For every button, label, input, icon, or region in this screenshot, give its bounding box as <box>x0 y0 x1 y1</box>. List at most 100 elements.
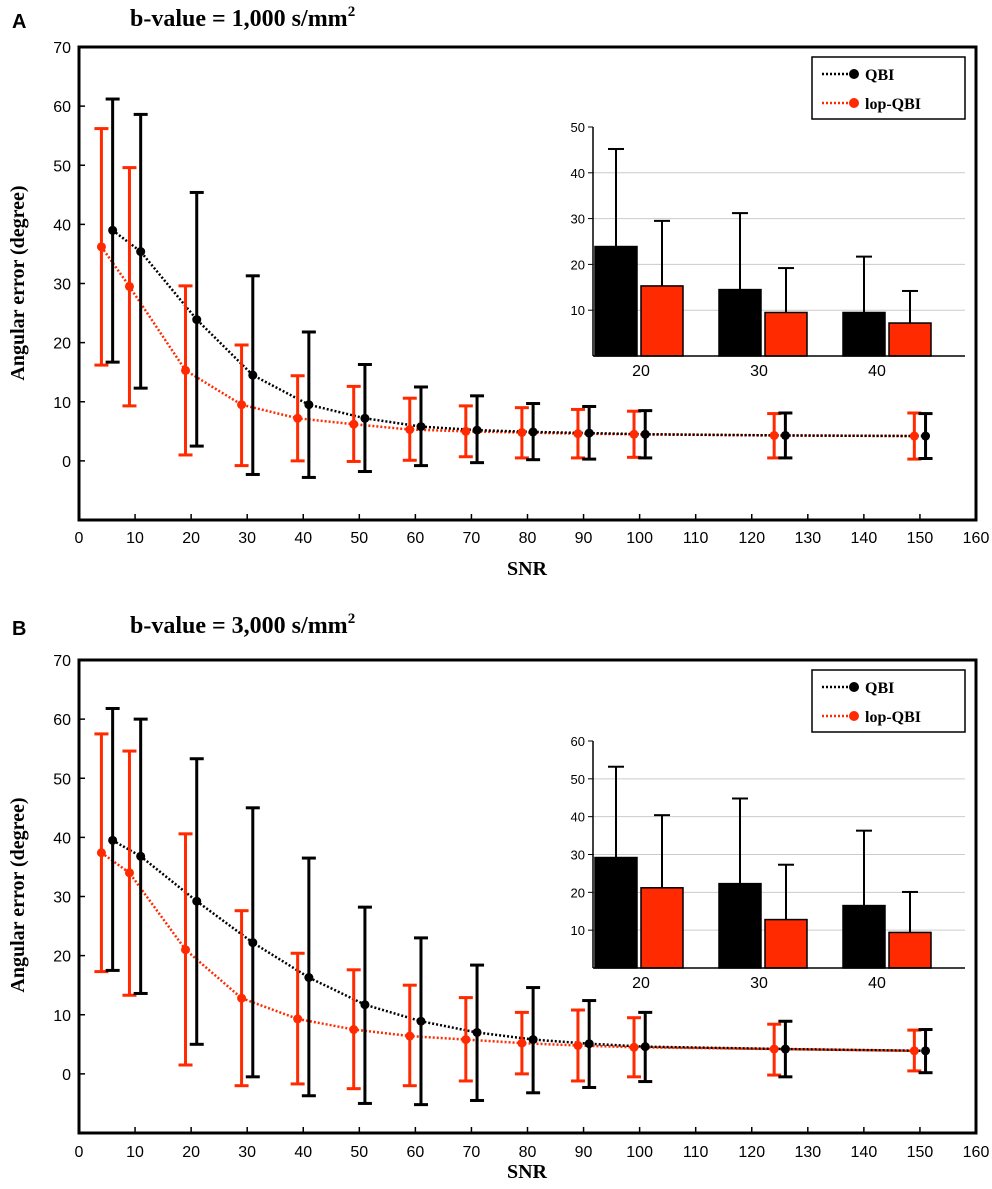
chart-title: b-value = 3,000 s/mm2 <box>130 611 355 639</box>
data-point-lop-qbi <box>769 1044 779 1054</box>
data-point-lop-qbi <box>349 1025 359 1035</box>
x-tick-label: 10 <box>126 530 144 547</box>
chart-title-superscript: 2 <box>348 611 356 627</box>
inset-bar-lop-qbi <box>888 322 932 357</box>
x-tick-label: 140 <box>851 1144 878 1161</box>
x-tick-label: 90 <box>575 530 593 547</box>
inset-bar-qbi <box>842 904 886 969</box>
inset-y-tick-label: 20 <box>571 257 585 272</box>
x-tick-label: 140 <box>851 530 878 547</box>
y-tick-label: 70 <box>53 40 71 57</box>
inset-bar-qbi <box>594 245 638 357</box>
inset-y-tick-label: 50 <box>571 120 585 135</box>
legend-box <box>811 669 966 733</box>
data-point-qbi <box>360 1000 370 1010</box>
x-tick-label: 70 <box>463 530 481 547</box>
inset-bar-lop-qbi <box>640 887 684 969</box>
x-axis-label: SNR <box>507 558 548 580</box>
legend-label: QBI <box>865 680 894 697</box>
y-tick-label: 40 <box>53 830 71 847</box>
y-tick-label: 60 <box>53 99 71 116</box>
data-point-qbi <box>528 1035 538 1045</box>
inset-category-label: 30 <box>750 363 768 380</box>
inset-category-label: 30 <box>750 975 768 992</box>
data-point-lop-qbi <box>517 1038 527 1048</box>
data-point-qbi <box>584 428 594 438</box>
data-point-lop-qbi <box>573 429 583 439</box>
data-point-lop-qbi <box>124 281 134 291</box>
inset-bar-qbi <box>594 856 638 969</box>
data-point-qbi <box>360 413 370 423</box>
data-point-qbi <box>136 851 146 861</box>
panel-label: A <box>12 11 26 33</box>
x-tick-label: 110 <box>683 530 709 547</box>
y-tick-label: 0 <box>62 454 71 471</box>
inset-y-tick-label: 30 <box>571 848 585 863</box>
inset-bar-qbi <box>718 288 762 357</box>
data-point-qbi <box>248 370 258 380</box>
y-axis-label: Angular error (degree) <box>7 185 29 380</box>
data-point-lop-qbi <box>237 993 247 1003</box>
x-tick-label: 60 <box>406 1144 424 1161</box>
x-tick-label: 120 <box>738 530 765 547</box>
data-point-qbi <box>640 1042 650 1052</box>
x-tick-label: 100 <box>626 1144 653 1161</box>
legend-marker-lop-qbi <box>849 711 859 721</box>
data-point-qbi <box>248 938 258 948</box>
legend-marker-qbi <box>849 682 859 692</box>
x-tick-label: 160 <box>963 530 990 547</box>
data-point-lop-qbi <box>124 868 134 878</box>
inset-y-tick-label: 40 <box>571 810 585 825</box>
y-tick-label: 50 <box>53 158 71 175</box>
chart-title: b-value = 1,000 s/mm2 <box>130 4 355 32</box>
x-tick-label: 30 <box>238 1144 256 1161</box>
x-tick-label: 30 <box>238 530 256 547</box>
data-point-qbi <box>136 247 146 257</box>
x-axis-label: SNR <box>507 1161 548 1183</box>
y-tick-label: 30 <box>53 277 71 294</box>
x-tick-label: 10 <box>126 1144 144 1161</box>
legend-marker-qbi <box>849 69 859 79</box>
legend-marker-lop-qbi <box>849 98 859 108</box>
data-point-qbi <box>472 1027 482 1037</box>
y-tick-label: 40 <box>53 217 71 234</box>
inset-bar-lop-qbi <box>764 918 808 969</box>
x-tick-label: 160 <box>963 1144 990 1161</box>
data-point-lop-qbi <box>909 431 919 441</box>
inset-bar-lop-qbi <box>764 311 808 357</box>
x-tick-label: 0 <box>75 530 84 547</box>
inset-y-tick-label: 40 <box>571 166 585 181</box>
data-point-lop-qbi <box>349 419 359 429</box>
legend-label: lop-QBI <box>865 96 921 113</box>
data-point-qbi <box>416 422 426 432</box>
x-tick-label: 40 <box>294 1144 312 1161</box>
y-tick-label: 20 <box>53 949 71 966</box>
data-point-qbi <box>416 1016 426 1026</box>
data-point-lop-qbi <box>181 365 191 375</box>
x-tick-label: 150 <box>907 530 934 547</box>
y-tick-label: 60 <box>53 712 71 729</box>
x-tick-label: 0 <box>75 1144 84 1161</box>
data-point-qbi <box>108 225 118 235</box>
data-point-lop-qbi <box>461 426 471 436</box>
data-point-lop-qbi <box>405 425 415 435</box>
x-tick-label: 80 <box>519 530 537 547</box>
y-tick-label: 20 <box>53 336 71 353</box>
data-point-lop-qbi <box>237 400 247 410</box>
data-point-qbi <box>921 1046 931 1056</box>
data-point-qbi <box>584 1039 594 1049</box>
data-point-qbi <box>192 896 202 906</box>
chart-title-superscript: 2 <box>348 4 356 20</box>
x-tick-label: 20 <box>182 530 200 547</box>
x-tick-label: 120 <box>738 1144 765 1161</box>
x-tick-label: 40 <box>294 530 312 547</box>
y-tick-label: 50 <box>53 771 71 788</box>
panel-label: B <box>12 618 26 640</box>
data-point-lop-qbi <box>96 848 106 858</box>
inset-bar-lop-qbi <box>888 931 932 969</box>
inset-bar-lop-qbi <box>640 285 684 357</box>
x-tick-label: 130 <box>794 530 821 547</box>
data-point-qbi <box>192 315 202 325</box>
inset-y-tick-label: 50 <box>571 772 585 787</box>
